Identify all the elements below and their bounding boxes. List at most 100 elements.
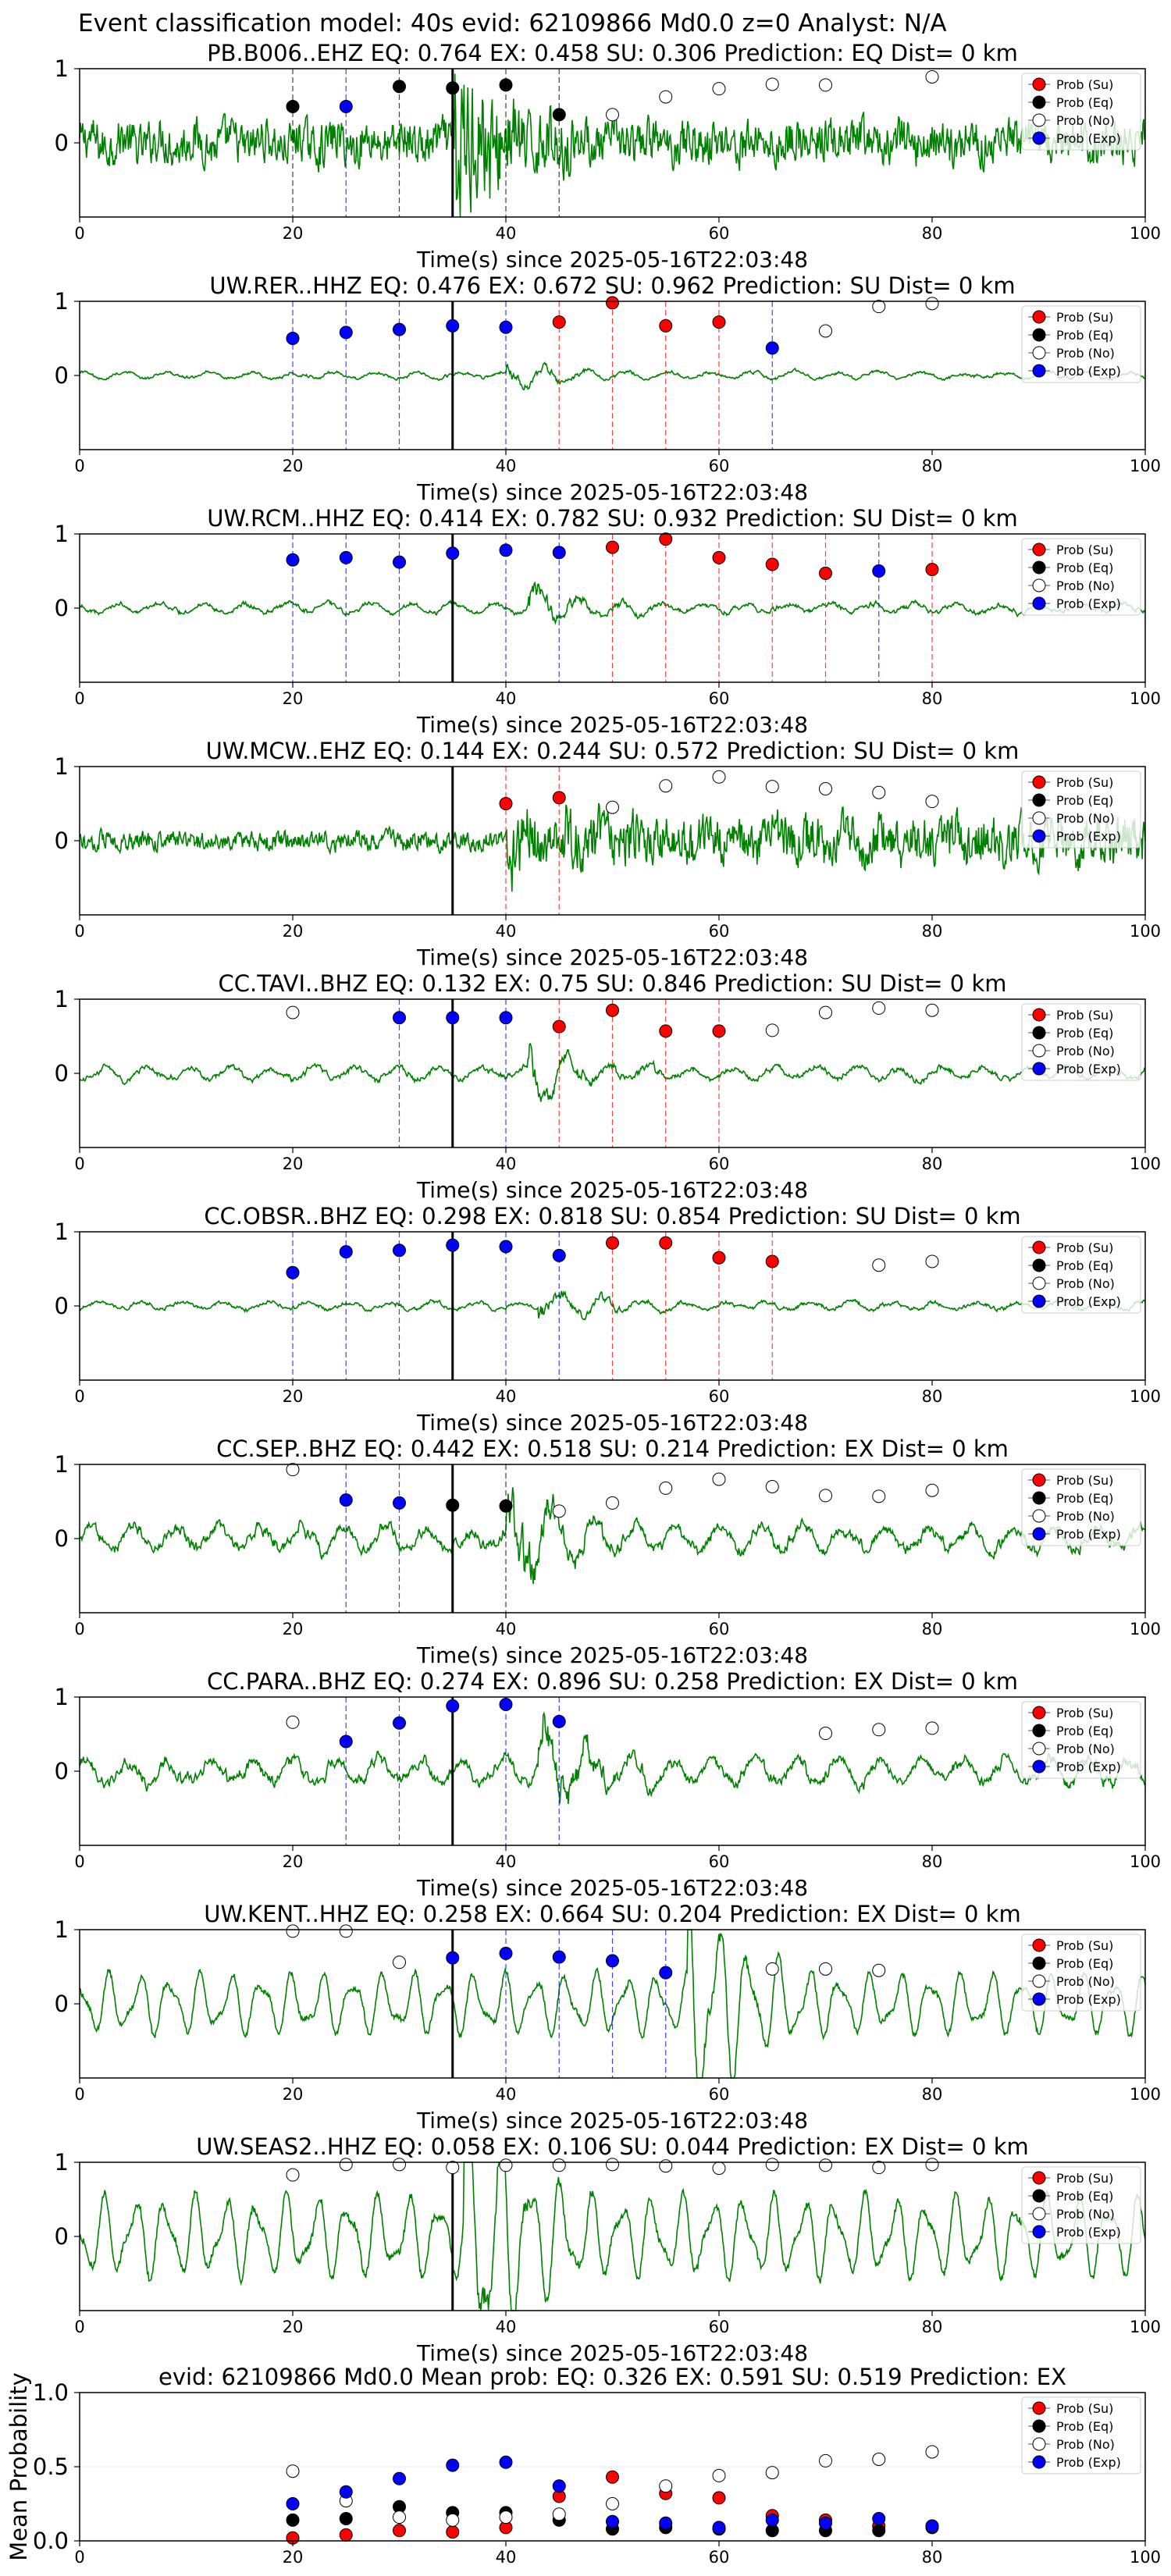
panel-7-prob-point-no [819,1727,832,1741]
panel-9-xtick-label: 80 [922,2318,943,2336]
panel-3-legend-marker-no [1032,811,1046,825]
panel-10-mean-point-eq [872,2524,886,2538]
panel-3-xtick-label: 100 [1130,922,1161,941]
panel-3-ytick-label: 1 [55,753,69,780]
panel-10-mean-point-no [446,2513,460,2527]
panel-6-xtick-label: 0 [74,1620,84,1638]
panel-7-ytick-label: 0 [55,1758,69,1784]
panel-6-xlabel: Time(s) since 2025-05-16T22:03:48 [416,1642,808,1668]
panel-10-mean-point-no [606,2497,619,2510]
panel-6-axes-frame [79,1464,1146,1614]
panel-3-prob-point-su [552,791,566,805]
panel-5-prob-point-exp [286,1265,300,1279]
panel-5-prob-point-exp [552,1248,566,1262]
panel-4-prob-point-exp [446,1011,460,1025]
panel-5-ytick-label: 1 [55,1219,69,1245]
panel-10-mean-point-exp [393,2471,406,2485]
panel-9-prob-point-no [606,2158,619,2172]
panel-10-mean-point-no [552,2507,566,2521]
panel-10-xtick-label: 100 [1130,2548,1161,2567]
panel-2-prob-point-su [765,557,779,571]
panel-3-prob-point-no [659,779,673,793]
panel-2-prob-point-exp [339,550,353,564]
panel-2-legend-label-no: Prob (No) [1056,578,1115,593]
panel-7-legend-label-su: Prob (Su) [1056,1706,1113,1720]
panel-8-prob-point-exp [499,1946,513,1960]
panel-4-ytick-label: 1 [55,986,69,1012]
panel-10-legend-label-exp: Prob (Exp) [1056,2455,1121,2470]
panel-8-prob-point-no [819,1962,832,1976]
panel-8-xtick-label: 100 [1130,2085,1161,2104]
panel-3-xtick-label: 40 [496,922,517,941]
panel-5-prob-point-exp [499,1240,513,1254]
panel-5-xtick-label: 0 [74,1387,84,1406]
panel-2-title: UW.RCM..HHZ EQ: 0.414 EX: 0.782 SU: 0.93… [207,505,1018,532]
panel-3-legend-marker-exp [1032,829,1046,843]
panel-5-legend-marker-eq [1032,1258,1046,1272]
panel-7-xtick-label: 40 [496,1852,517,1871]
panel-8-xtick-label: 40 [496,2085,517,2104]
panel-8-legend-marker-eq [1032,1956,1046,1970]
panel-0-legend-box [1021,73,1141,151]
panel-6-legend-label-exp: Prob (Exp) [1056,1527,1121,1542]
panel-2-prob-point-su [659,532,673,546]
panel-10-mean-point-no [819,2453,832,2467]
panel-10-legend-marker-no [1032,2437,1046,2451]
panel-8-prob-point-exp [659,1966,673,1980]
panel-6-waveform [79,1487,1146,1585]
panel-0-xlabel: Time(s) since 2025-05-16T22:03:48 [416,247,808,272]
panel-6-prob-point-no [872,1489,886,1503]
panel-2-prob-point-su [712,550,726,564]
panel-8-prob-point-exp [606,1954,619,1968]
panel-2-legend-marker-no [1032,578,1046,592]
panel-0-legend-marker-no [1032,113,1046,127]
panel-5-prob-point-su [765,1254,779,1268]
panel-5-prob-point-exp [446,1238,460,1252]
panel-9-prob-point-no [872,2161,886,2175]
panel-2-xtick-label: 20 [283,689,304,708]
panel-1-legend-label-eq: Prob (Eq) [1056,328,1113,343]
panel-7-xtick-label: 60 [709,1852,730,1871]
panel-10-mean-point-no [499,2510,513,2524]
panel-3-prob-point-no [872,785,886,799]
panel-6-prob-point-no [286,1463,300,1477]
panel-10-legend-marker-eq [1032,2419,1046,2433]
panel-6-prob-point-eq [499,1499,513,1513]
panel-9-ytick-label: 0 [55,2223,69,2250]
panel-3-prob-point-no [819,782,832,795]
panel-2-waveform [79,581,1146,626]
panels: PB.B006..EHZ EQ: 0.764 EX: 0.458 SU: 0.3… [5,40,1161,2567]
panel-2-prob-point-su [606,540,619,554]
panel-3-legend-box [1021,770,1141,849]
panel-9-prob-point-no [819,2158,832,2172]
panel-3-xtick-label: 80 [922,922,943,941]
panel-7-prob-point-no [286,1715,300,1729]
panel-1-xtick-label: 0 [74,457,84,475]
panel-8-legend-box [1021,1934,1141,2012]
panel-4-prob-point-no [925,1003,939,1017]
panel-3-waveform [79,802,1146,892]
panel-4-xlabel: Time(s) since 2025-05-16T22:03:48 [416,1177,808,1203]
panel-5-legend-label-no: Prob (No) [1056,1276,1115,1291]
panel-5-legend-label-su: Prob (Su) [1056,1240,1113,1255]
panel-0-ytick-label: 0 [55,130,69,156]
panel-5-xtick-label: 20 [283,1387,304,1406]
panel-1-prob-point-exp [393,322,406,336]
panel-6-legend-box [1021,1468,1141,1546]
panel-8-legend-label-no: Prob (No) [1056,1974,1115,1989]
panel-5-prob-point-no [925,1254,939,1268]
panel-0-xtick-label: 0 [74,224,84,243]
panel-9-prob-point-no [499,2158,513,2172]
panel-3-xtick-label: 0 [74,922,84,941]
panel-8-ytick-label: 0 [55,1991,69,2017]
panel-2-prob-point-exp [552,546,566,560]
panel-10-mean-point-exp [819,2516,832,2530]
panel-0-prob-point-eq [446,81,460,95]
panel-5-prob-point-no [872,1258,886,1272]
panel-1-xtick-label: 100 [1130,457,1161,475]
panel-7-waveform [79,1711,1146,1805]
panel-0-legend-label-eq: Prob (Eq) [1056,95,1113,110]
panel-4-prob-point-su [712,1024,726,1038]
panel-0-xtick-label: 40 [496,224,517,243]
panel-6-legend-label-eq: Prob (Eq) [1056,1491,1113,1506]
